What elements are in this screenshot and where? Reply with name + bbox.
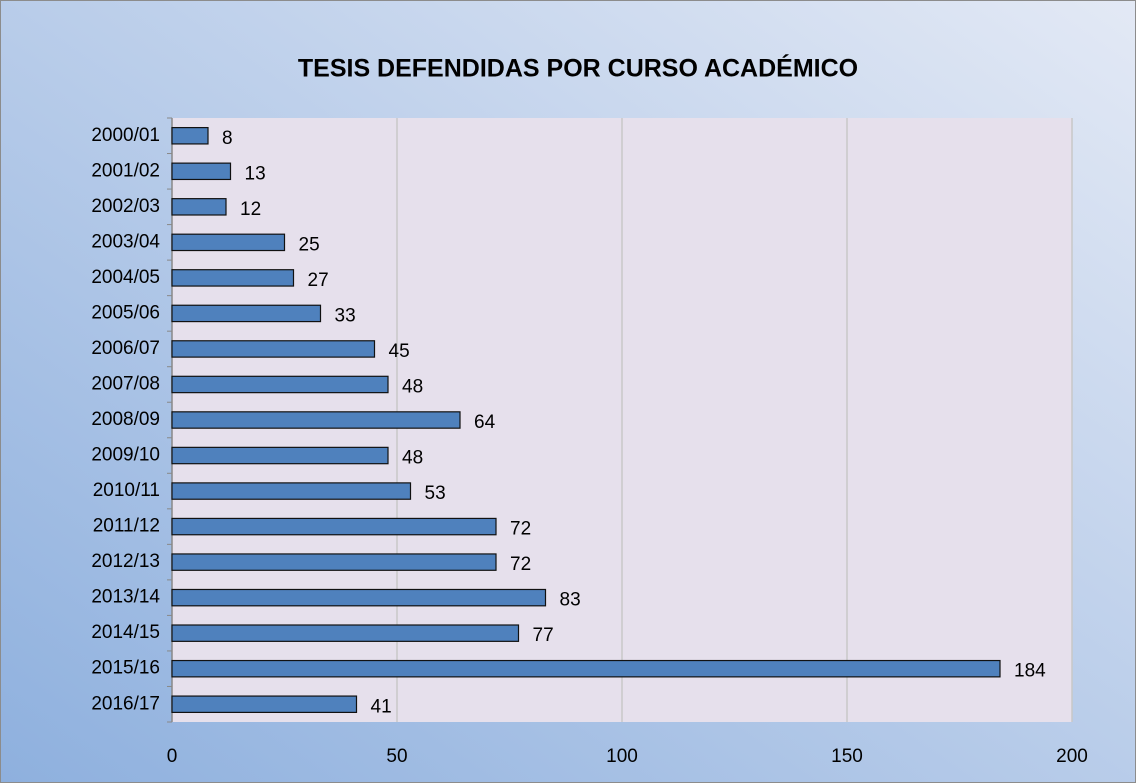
- y-tick-label: 2012/13: [91, 551, 160, 572]
- y-tick-label: 2005/06: [91, 302, 160, 323]
- bar: [171, 517, 497, 536]
- x-tick-label: 50: [386, 746, 407, 767]
- bar: [171, 340, 376, 358]
- data-label: 33: [335, 305, 356, 326]
- y-tick-label: 2010/11: [93, 480, 160, 501]
- bar: [171, 482, 412, 500]
- y-tick-label: 2002/03: [91, 196, 160, 217]
- x-tick-label: 100: [606, 746, 638, 767]
- y-tick-label: 2003/04: [91, 231, 160, 252]
- data-label: 48: [402, 448, 423, 469]
- bar: [171, 695, 358, 714]
- y-tick-label: 2015/16: [91, 658, 160, 679]
- bar: [171, 375, 389, 394]
- data-label: 53: [425, 483, 446, 504]
- data-label: 72: [510, 554, 531, 575]
- data-label: 8: [222, 128, 233, 149]
- bar: [171, 198, 227, 216]
- bar: [171, 126, 209, 145]
- data-label: 25: [299, 234, 320, 255]
- data-label: 184: [1014, 661, 1046, 682]
- bar: [171, 588, 547, 607]
- bar: [171, 624, 520, 642]
- data-label: 48: [402, 376, 423, 397]
- y-tick-label: 2009/10: [91, 445, 160, 466]
- bar: [171, 659, 1001, 678]
- data-label: 27: [308, 270, 329, 291]
- x-tick-label: 150: [831, 746, 863, 767]
- bar: [171, 233, 286, 252]
- data-label: 77: [533, 625, 554, 646]
- data-label: 83: [560, 590, 581, 611]
- y-tick-label: 2011/12: [93, 516, 160, 537]
- chart-title: TESIS DEFENDIDAS POR CURSO ACADÉMICO: [298, 54, 858, 83]
- data-label: 12: [240, 199, 261, 220]
- y-tick-label: 2008/09: [91, 409, 160, 430]
- y-tick-label: 2001/02: [91, 160, 160, 181]
- y-tick-label: 2014/15: [91, 622, 160, 643]
- bar: [171, 269, 295, 287]
- y-tick-label: 2007/08: [91, 373, 160, 394]
- y-tick-label: 2006/07: [91, 338, 160, 359]
- bar: [171, 446, 389, 465]
- bar: [171, 304, 322, 323]
- bar: [171, 162, 232, 181]
- y-tick-label: 2004/05: [91, 267, 160, 288]
- data-label: 13: [245, 163, 266, 184]
- y-tick-label: 2000/01: [91, 125, 160, 146]
- x-tick-label: 200: [1056, 746, 1088, 767]
- x-tick-label: 0: [167, 746, 178, 767]
- bar: [171, 411, 461, 429]
- y-tick-label: 2016/17: [91, 693, 160, 714]
- data-label: 45: [389, 341, 410, 362]
- data-label: 41: [371, 696, 392, 717]
- data-label: 72: [510, 519, 531, 540]
- bar: [171, 553, 497, 571]
- data-label: 64: [474, 412, 496, 433]
- y-tick-label: 2013/14: [91, 587, 160, 608]
